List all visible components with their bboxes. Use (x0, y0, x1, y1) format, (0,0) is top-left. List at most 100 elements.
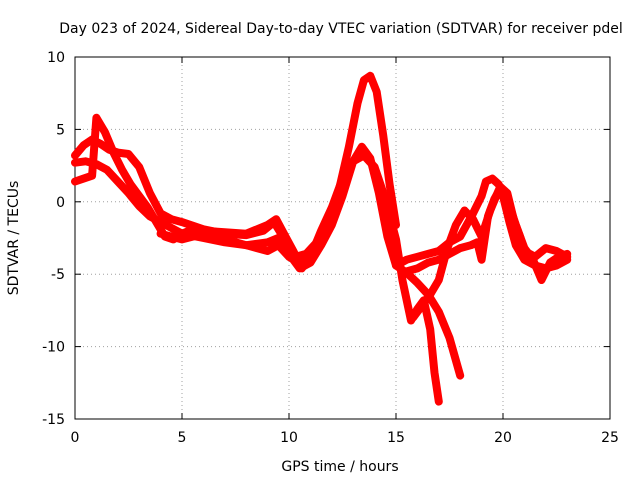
data-point-marker (296, 259, 304, 267)
data-point-marker (555, 253, 563, 261)
data-point-marker (520, 256, 528, 264)
data-point-marker (456, 372, 464, 380)
data-point-marker (460, 206, 468, 214)
data-point-marker (403, 267, 411, 275)
data-point-marker (285, 253, 293, 261)
data-point-marker (452, 221, 460, 229)
data-point-marker (82, 157, 90, 165)
data-point-marker (317, 227, 325, 235)
plot-frame (74, 56, 611, 420)
data-point-marker (478, 233, 486, 241)
data-point-marker (463, 221, 471, 229)
data-point-marker (135, 202, 143, 210)
data-point-marker (152, 218, 160, 226)
data-point-marker (103, 166, 111, 174)
series-layer (71, 71, 572, 406)
data-point-marker (71, 178, 79, 186)
data-point-marker (413, 253, 421, 261)
chart-title: Day 023 of 2024, Sidereal Day-to-day VTE… (59, 21, 623, 37)
data-point-marker (114, 178, 122, 186)
data-point-marker (339, 175, 346, 183)
data-point-marker (379, 131, 387, 139)
data-point-marker (317, 238, 325, 246)
data-point-marker (353, 99, 361, 107)
data-point-marker (264, 247, 272, 255)
data-point-marker (289, 247, 297, 255)
data-point-marker (413, 279, 421, 287)
data-point-marker (371, 163, 379, 171)
data-point-marker (392, 262, 400, 270)
data-point-marker (431, 369, 439, 377)
data-point-marker (495, 186, 503, 194)
data-point-marker (542, 244, 550, 252)
data-point-marker (110, 149, 118, 157)
data-point-marker (366, 72, 374, 80)
data-point-marker (553, 262, 560, 270)
x-tick-label: 5 (178, 430, 187, 446)
data-point-marker (272, 215, 280, 223)
data-point-marker (512, 241, 520, 249)
data-point-marker (178, 235, 186, 243)
data-point-marker (386, 180, 394, 188)
data-point-marker (469, 215, 477, 223)
y-tick-label: 10 (47, 50, 65, 66)
data-point-marker (80, 175, 88, 183)
data-point-marker (424, 250, 432, 258)
data-point-marker (167, 224, 175, 232)
data-point-marker (167, 215, 175, 223)
data-point-marker (157, 209, 165, 217)
x-axis-label: GPS time / hours (281, 459, 398, 475)
data-point-marker (443, 244, 451, 252)
data-point-marker (199, 230, 207, 238)
data-point-marker (426, 325, 434, 333)
series-track-7 (409, 186, 572, 322)
data-point-marker (529, 256, 537, 264)
data-point-marker (127, 180, 135, 188)
data-point-marker (80, 141, 88, 149)
data-point-marker (486, 206, 494, 214)
data-point-marker (221, 228, 229, 236)
data-point-marker (512, 221, 520, 229)
data-point-marker (281, 231, 289, 239)
data-point-marker (146, 189, 154, 197)
data-point-marker (101, 128, 109, 136)
data-point-marker (538, 276, 546, 284)
data-point-marker (328, 204, 336, 212)
data-point-marker (373, 88, 381, 96)
data-point-marker (482, 178, 490, 186)
data-point-marker (383, 233, 391, 241)
x-tick-label: 25 (601, 430, 619, 446)
data-point-marker (360, 151, 368, 159)
data-point-marker (418, 302, 426, 310)
data-point-marker (435, 308, 443, 316)
y-tick-label: 5 (56, 122, 65, 138)
data-point-marker (478, 192, 486, 200)
data-point-marker (503, 195, 511, 203)
x-tick-label: 15 (387, 430, 405, 446)
data-point-marker (189, 233, 197, 241)
data-point-marker (467, 241, 475, 249)
data-point-marker (426, 290, 434, 298)
data-point-marker (264, 221, 272, 229)
data-point-marker (71, 159, 79, 167)
data-point-marker (392, 235, 400, 243)
data-point-marker (398, 276, 406, 284)
y-tick-label: 0 (56, 195, 65, 211)
data-point-marker (178, 218, 186, 226)
tick-layer: 0 5 10 15 20 25 -15 -10 -5 0 5 10 (42, 50, 619, 446)
data-point-marker (358, 143, 366, 151)
data-point-marker (456, 233, 464, 241)
data-point-marker (345, 143, 353, 151)
data-point-marker (118, 166, 126, 174)
data-point-marker (435, 276, 443, 284)
data-point-marker (189, 225, 197, 233)
data-point-marker (488, 175, 496, 183)
data-point-marker (274, 234, 282, 242)
y-axis-label: SDTVAR / TECUs (6, 181, 22, 296)
data-point-marker (157, 230, 165, 238)
data-point-marker (435, 398, 443, 406)
x-tick-label: 0 (71, 430, 80, 446)
data-point-marker (403, 256, 411, 264)
data-point-marker (125, 150, 132, 158)
